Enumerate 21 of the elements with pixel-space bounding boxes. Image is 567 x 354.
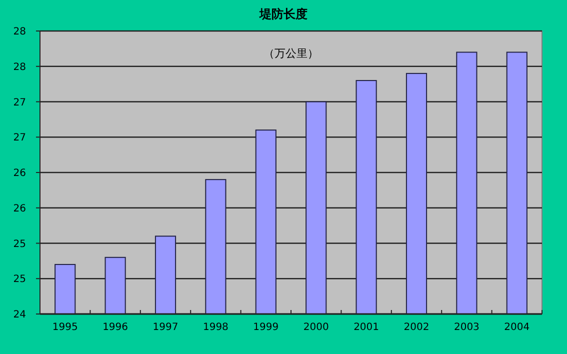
x-tick-label: 2000: [303, 322, 329, 333]
x-tick-label: 1998: [202, 322, 228, 333]
annotation: （万公里）: [264, 47, 318, 60]
y-tick-label: 27: [13, 132, 26, 144]
x-tick-label: 2004: [504, 322, 530, 333]
x-tick-label: 1999: [253, 322, 279, 333]
x-tick-label: 1997: [152, 322, 178, 333]
x-tick-label: 1995: [52, 322, 78, 333]
chart-title: 堤防长度: [258, 7, 308, 21]
y-tick-label: 26: [13, 168, 26, 179]
y-tick-label: 25: [13, 238, 26, 250]
x-tick-label: 1996: [102, 322, 128, 333]
y-tick-label: 28: [13, 62, 26, 73]
x-tick-label: 2001: [354, 322, 380, 333]
y-tick-label: 24: [13, 310, 26, 320]
y-tick-label: 26: [13, 203, 26, 214]
y-tick-label: 25: [13, 274, 26, 286]
x-tick-label: 2002: [404, 322, 430, 333]
y-tick-label: 28: [13, 26, 26, 38]
y-tick-label: 27: [13, 97, 26, 108]
x-tick-label: 2003: [454, 322, 480, 333]
